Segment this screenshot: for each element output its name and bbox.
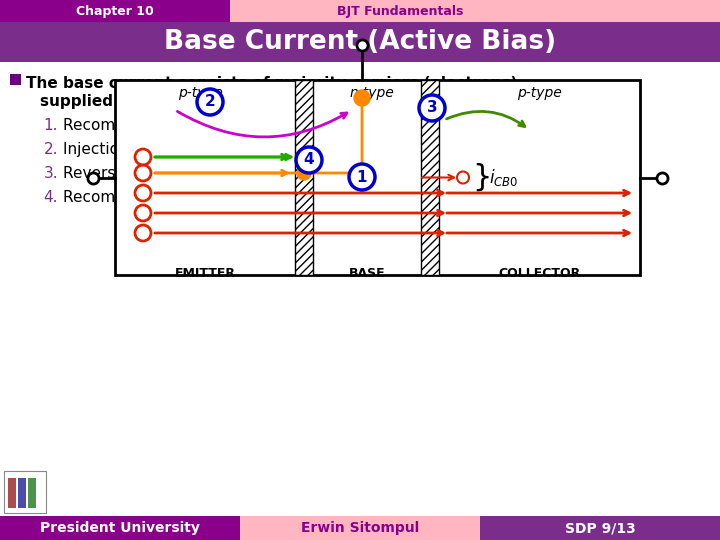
Bar (0, 516, 240, 540)
Bar (240, 516, 480, 540)
Text: }: } (472, 163, 491, 192)
Text: Recombination in the base-emitter depletion region: Recombination in the base-emitter deplet… (63, 190, 460, 205)
Bar (10, 74, 21, 85)
Text: 3: 3 (427, 100, 437, 116)
Circle shape (297, 166, 311, 180)
Text: President University: President University (40, 521, 200, 535)
Text: supplied for:: supplied for: (40, 94, 149, 109)
Text: Recombination of injected minority carriers in the base: Recombination of injected minority carri… (63, 118, 485, 133)
Bar (8, 478, 16, 508)
Bar (0, 0, 720, 22)
Text: 1: 1 (356, 170, 367, 185)
Text: Reverse saturation current in collector junction: Reverse saturation current in collector … (63, 166, 424, 181)
Bar (480, 516, 720, 540)
Text: BJT Fundamentals: BJT Fundamentals (337, 4, 463, 17)
Text: p-type: p-type (178, 86, 222, 100)
Text: The base current consists of majority carriers (electrons): The base current consists of majority ca… (26, 76, 518, 91)
Text: 2: 2 (204, 94, 215, 110)
Text: 3.: 3. (43, 166, 58, 181)
Text: EMITTER: EMITTER (174, 267, 235, 280)
Bar (230, 0, 720, 22)
Text: p-type: p-type (517, 86, 562, 100)
Text: Erwin Sitompul: Erwin Sitompul (301, 521, 419, 535)
Bar (18, 478, 26, 508)
Text: 2.: 2. (43, 142, 58, 157)
Text: BASE: BASE (348, 267, 385, 280)
Text: n-type: n-type (350, 86, 395, 100)
Text: Base Current (Active Bias): Base Current (Active Bias) (164, 29, 556, 55)
Text: 1.: 1. (43, 118, 58, 133)
Circle shape (296, 147, 322, 173)
Bar (4, 471, 46, 513)
Bar (28, 478, 36, 508)
Bar (0, 22, 720, 62)
Text: 4: 4 (304, 152, 315, 167)
Text: Chapter 10: Chapter 10 (76, 4, 154, 17)
Bar (295, 80, 313, 275)
Text: SDP 9/13: SDP 9/13 (564, 521, 635, 535)
Circle shape (419, 95, 445, 121)
Bar (115, 80, 640, 275)
Text: $i_{CB0}$: $i_{CB0}$ (489, 167, 518, 188)
Text: 4.: 4. (43, 190, 58, 205)
Bar (421, 80, 439, 275)
Text: COLLECTOR: COLLECTOR (498, 267, 580, 280)
Text: Injection of carriers into the emitter: Injection of carriers into the emitter (63, 142, 337, 157)
Circle shape (349, 164, 375, 190)
Circle shape (354, 90, 370, 106)
Circle shape (197, 89, 223, 115)
